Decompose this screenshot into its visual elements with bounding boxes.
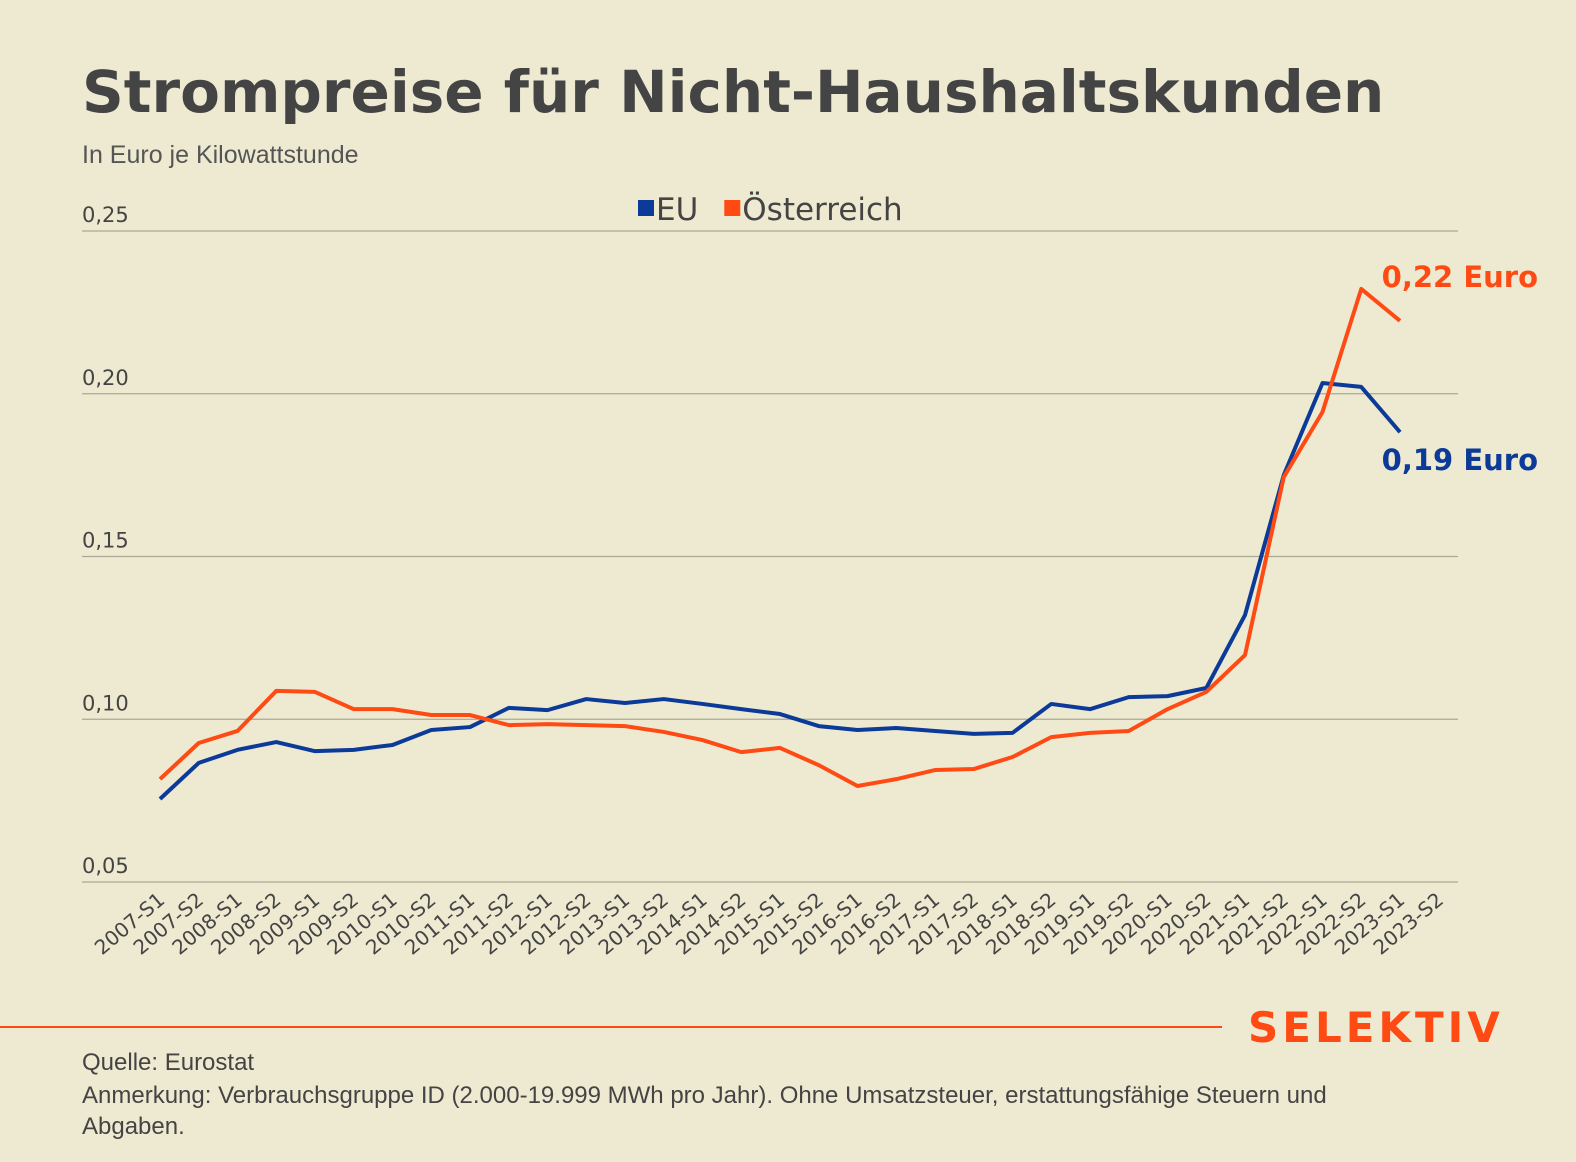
y-tick-label: 0,15 [82,529,129,553]
source: Quelle: Eurostat [82,1049,255,1076]
chart: Strompreise für Nicht-Haushaltskunden In… [0,58,1538,1050]
legend-label: Österreich [742,191,902,228]
y-tick-label: 0,20 [82,366,129,390]
chart-title: Strompreise für Nicht-Haushaltskunden [82,58,1384,126]
end-label: 0,22 Euro [1382,260,1538,294]
series-line [158,286,1402,788]
legend-swatch [638,200,654,216]
legend-swatch [724,200,741,216]
note: Anmerkung: Verbrauchsgruppe ID (2.000-19… [82,1082,1327,1140]
y-tick-label: 0,10 [82,691,129,715]
end-label: 0,19 Euro [1382,443,1538,477]
brand: SELEKTIV [1248,1003,1504,1050]
y-tick-label: 0,05 [82,854,129,878]
legend-label: EU [656,192,698,228]
series-line [158,381,1402,801]
chart-subtitle: In Euro je Kilowattstunde [82,141,359,169]
y-tick-label: 0,25 [82,203,129,227]
